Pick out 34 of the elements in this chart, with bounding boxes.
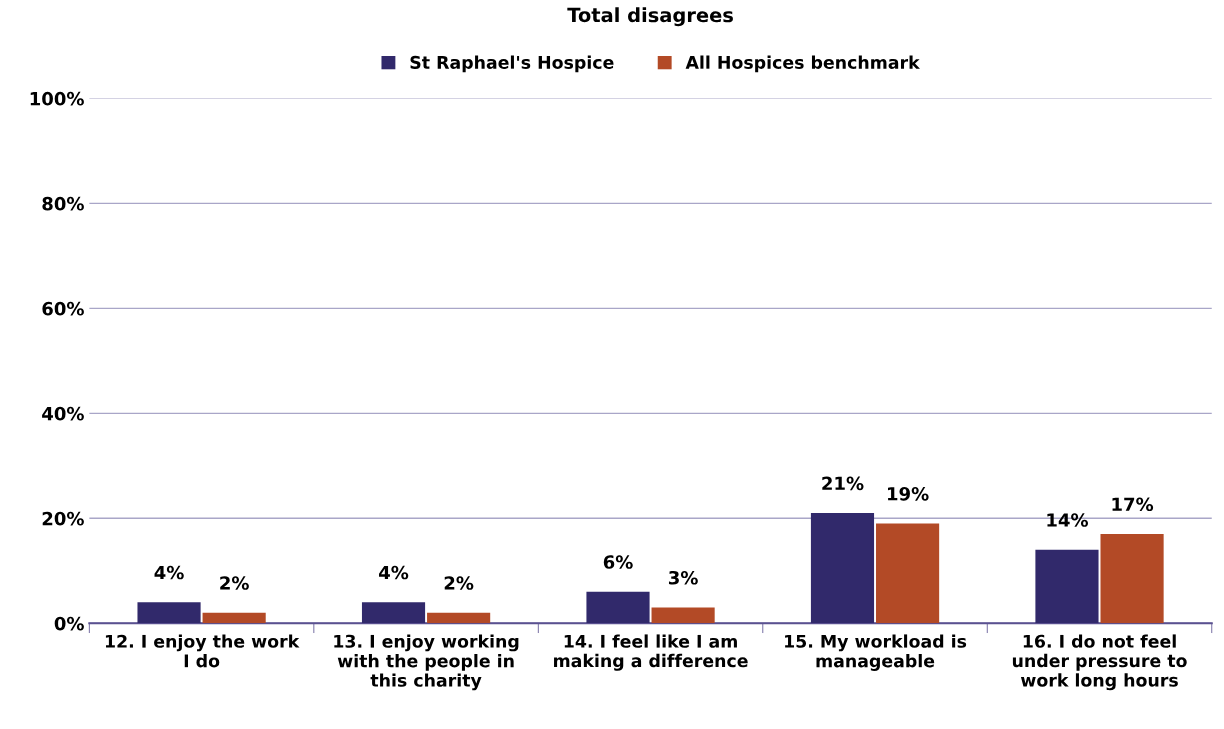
data-label: 6% [603,555,633,569]
data-label: 14% [1047,513,1088,527]
y-tick-label: 80% [42,196,84,211]
data-label: 17% [1112,497,1154,512]
bar [202,612,266,624]
bar [137,602,201,624]
x-tick-label: 15. My workload is manageable [785,634,967,671]
bar [361,602,426,624]
x-tick-label: 13. I enjoy working with the people in this charity [334,634,519,691]
x-tick-label: 12. I enjoy the work I do [105,634,300,668]
data-label: 4% [379,565,409,580]
data-label: 2% [444,576,474,590]
data-label: 3% [668,570,698,585]
bar [1100,534,1164,624]
bar [1035,549,1099,624]
data-label: 21% [822,476,864,491]
y-tick-label: 60% [42,301,84,316]
y-tick-label: 100% [30,91,84,106]
y-tick-label: 20% [42,511,84,526]
bar [876,523,940,624]
x-tick-label: 16. I do not feel under pressure to work long hours [1012,634,1187,691]
y-tick-label: 40% [42,406,84,421]
bar [586,591,650,624]
x-tick-label: 14. I feel like I am making a difference [554,634,748,671]
y-tick-label: 0% [54,616,84,631]
data-label: 2% [220,576,249,590]
data-label: 4% [154,565,184,580]
bar [427,612,491,624]
bar [651,607,715,624]
legend-label: St Raphael's Hospice [410,55,614,73]
legend-label: All Hospices benchmark [685,55,920,73]
data-label: 19% [888,486,929,501]
chart-title: Total disagrees [567,7,733,27]
bar [810,513,875,624]
